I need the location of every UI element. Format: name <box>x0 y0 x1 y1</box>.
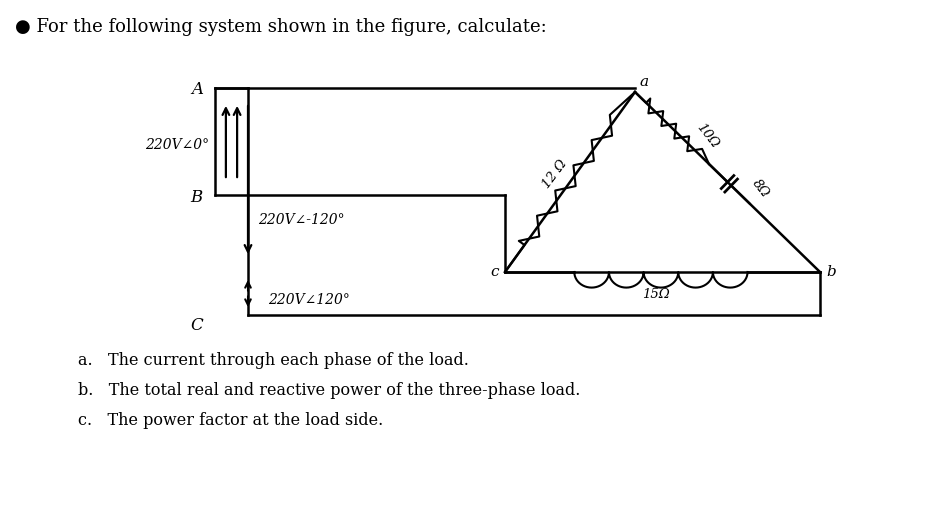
Text: ● For the following system shown in the figure, calculate:: ● For the following system shown in the … <box>15 18 546 36</box>
Text: 8Ω: 8Ω <box>749 177 771 201</box>
Text: B: B <box>190 188 203 206</box>
Text: a: a <box>639 75 648 89</box>
Text: a.   The current through each phase of the load.: a. The current through each phase of the… <box>78 352 469 369</box>
Text: 12 Ω: 12 Ω <box>540 157 569 190</box>
Text: b.   The total real and reactive power of the three-phase load.: b. The total real and reactive power of … <box>78 382 581 399</box>
Text: c: c <box>490 265 499 279</box>
Text: 220V∠120°: 220V∠120° <box>268 293 350 307</box>
Text: A: A <box>191 81 203 99</box>
Text: c.   The power factor at the load side.: c. The power factor at the load side. <box>78 412 384 429</box>
Text: 10Ω: 10Ω <box>694 121 722 151</box>
Text: 220V∠-120°: 220V∠-120° <box>258 213 345 227</box>
Text: 15Ω: 15Ω <box>643 288 670 301</box>
Text: 220V∠0°: 220V∠0° <box>145 138 209 152</box>
Text: C: C <box>190 316 203 333</box>
Text: b: b <box>826 265 836 279</box>
